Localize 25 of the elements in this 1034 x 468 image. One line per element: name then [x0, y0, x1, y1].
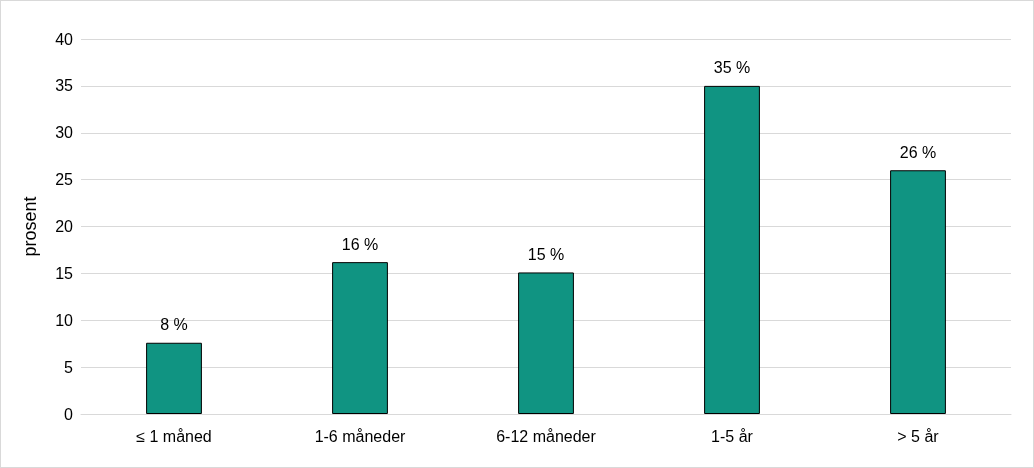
y-tick-label: 40 [55, 30, 74, 48]
x-tick-label: 6-12 måneder [496, 427, 597, 445]
y-tick-label: 0 [64, 405, 74, 423]
data-label: 15 % [527, 245, 565, 263]
y-tick-label: 20 [55, 218, 74, 235]
x-tick-label: ≤ 1 måned [136, 427, 212, 445]
x-tick-label: 1-6 måneder [314, 427, 407, 445]
x-tick-label: > 5 år [897, 427, 940, 445]
data-label: 26 % [899, 143, 937, 161]
data-label: 8 % [160, 316, 188, 334]
data-label: 35 % [713, 59, 751, 77]
bar [704, 85, 760, 414]
y-axis-title: prosent [20, 196, 40, 257]
bar [518, 272, 574, 414]
data-label: 16 % [341, 235, 379, 253]
y-tick-label: 5 [64, 358, 74, 376]
bar [890, 170, 946, 414]
bar [146, 342, 202, 414]
y-tick-label: 30 [55, 124, 74, 142]
y-tick-label: 10 [55, 311, 74, 329]
y-tick-label: 25 [55, 171, 74, 189]
bar [332, 262, 388, 414]
y-tick-label: 15 [55, 264, 74, 282]
x-tick-label: 1-5 år [711, 427, 754, 445]
y-tick-label: 35 [55, 77, 74, 95]
